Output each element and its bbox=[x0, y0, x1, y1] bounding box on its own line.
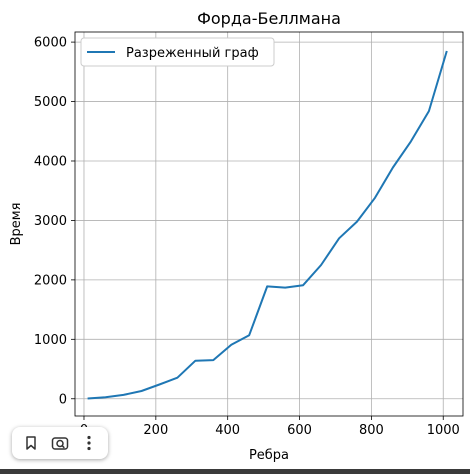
x-tick-label: 1000 bbox=[427, 423, 460, 438]
y-tick-label: 6000 bbox=[34, 36, 67, 51]
ticks: 0200400600800100001000200030004000500060… bbox=[34, 36, 460, 438]
chart-title: Форда-Беллмана bbox=[197, 9, 341, 28]
x-tick-label: 400 bbox=[215, 423, 240, 438]
grid bbox=[75, 32, 463, 416]
more-vertical-icon bbox=[87, 435, 91, 451]
y-tick-label: 5000 bbox=[34, 95, 67, 110]
y-tick-label: 3000 bbox=[34, 214, 67, 229]
camera-search-icon bbox=[51, 437, 69, 450]
plot-frame bbox=[74, 31, 464, 417]
bottom-bar bbox=[0, 469, 470, 474]
y-tick-label: 0 bbox=[59, 392, 67, 407]
y-tick-label: 2000 bbox=[34, 273, 67, 288]
legend-entry: Разреженный граф bbox=[126, 46, 259, 61]
legend-box bbox=[80, 37, 275, 67]
lens-button[interactable] bbox=[47, 430, 73, 456]
bookmark-button[interactable] bbox=[18, 430, 44, 456]
bookmark-icon bbox=[25, 436, 36, 450]
image-toolbar bbox=[12, 427, 108, 459]
legend: Разреженный граф bbox=[80, 37, 275, 67]
y-tick-label: 1000 bbox=[34, 333, 67, 348]
x-tick-label: 200 bbox=[143, 423, 168, 438]
series-layer bbox=[87, 50, 448, 400]
series-line bbox=[87, 50, 448, 400]
x-axis-label: Ребра bbox=[249, 448, 289, 463]
y-tick-label: 4000 bbox=[34, 154, 67, 169]
y-axis-label: Время bbox=[9, 203, 24, 246]
more-button[interactable] bbox=[76, 430, 102, 456]
x-tick-label: 800 bbox=[359, 423, 384, 438]
x-tick-label: 600 bbox=[287, 423, 312, 438]
